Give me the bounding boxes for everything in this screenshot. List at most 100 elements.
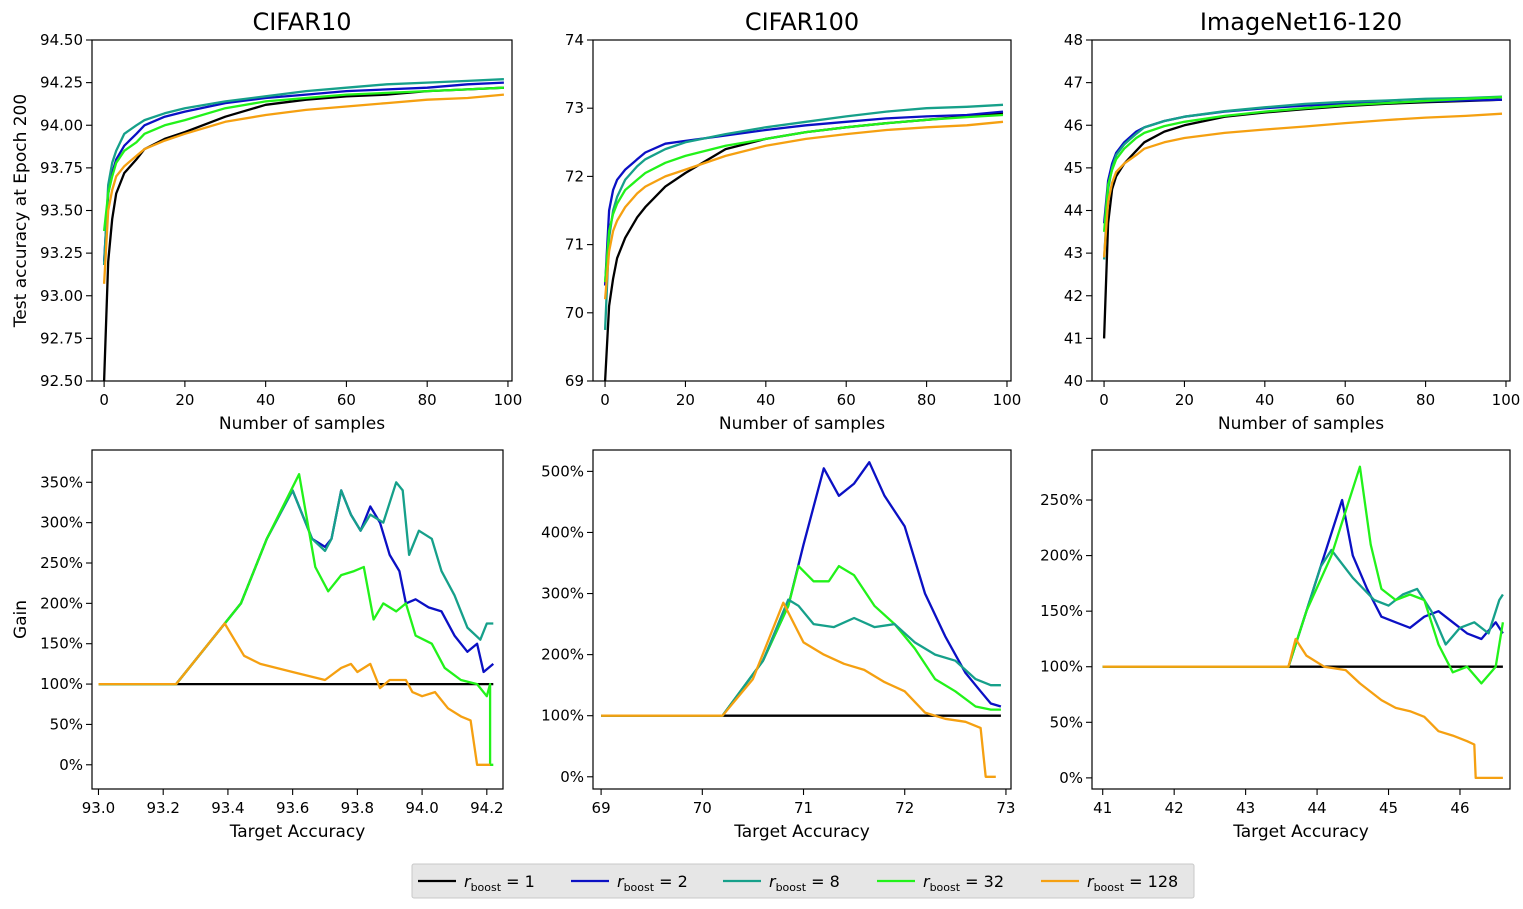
series-group bbox=[601, 461, 1002, 778]
y-tick-label: 71 bbox=[565, 236, 584, 254]
x-tick-label: 94.0 bbox=[405, 799, 438, 817]
legend-item: rboost = 32 bbox=[877, 872, 1004, 894]
y-tick-label: 41 bbox=[1064, 329, 1083, 347]
x-tick-label: 20 bbox=[175, 391, 194, 409]
y-tick-label: 47 bbox=[1064, 74, 1083, 92]
series-line-r-boost-2 bbox=[1102, 98, 1503, 224]
series-line-r-boost-128 bbox=[601, 601, 996, 778]
panel-cifar10-gain: 93.0 93.2 93.4 93.6 93.8 94.0 94.2 0% 50% 100% 150… bbox=[11, 449, 504, 842]
y-axis-label: Gain bbox=[11, 600, 31, 639]
y-tick-label: 94.50 bbox=[40, 31, 83, 49]
x-axis-label: Number of samples bbox=[1218, 414, 1384, 434]
axes-frame bbox=[592, 39, 1012, 382]
x-tick-label: 72 bbox=[895, 799, 914, 817]
x-axis-label: Target Accuracy bbox=[733, 822, 870, 842]
x-tick-label: 41 bbox=[1093, 799, 1112, 817]
series-line-r-boost-8 bbox=[601, 598, 1001, 717]
series-group bbox=[1102, 95, 1503, 339]
y-tick-label: 200% bbox=[40, 594, 83, 612]
legend-item: rboost = 1 bbox=[418, 872, 535, 894]
x-tick-label: 71 bbox=[794, 799, 813, 817]
chart-title: CIFAR100 bbox=[745, 8, 859, 36]
panel-imagenet-gain: 41 42 43 44 45 46 0% 50% 100% 150% 200% 250% Target … bbox=[1040, 449, 1511, 842]
x-tick-label: 93.4 bbox=[211, 799, 244, 817]
y-tick-label: 73 bbox=[565, 99, 584, 117]
series-line-r-boost-8 bbox=[102, 78, 504, 266]
series-line-r-boost-128 bbox=[98, 622, 491, 766]
axes-frame bbox=[1091, 39, 1511, 382]
y-tick-label: 50% bbox=[1050, 713, 1083, 731]
series-line-r-boost-128 bbox=[603, 120, 1004, 300]
x-tick-label: 94.2 bbox=[470, 799, 503, 817]
series-line-r-boost-8 bbox=[1102, 548, 1504, 668]
chart-title: CIFAR10 bbox=[252, 8, 351, 36]
y-tick-label: 48 bbox=[1064, 31, 1083, 49]
y-tick-label: 93.75 bbox=[40, 159, 83, 177]
legend-label: rboost = 2 bbox=[617, 872, 688, 894]
y-axis-label: Test accuracy at Epoch 200 bbox=[11, 94, 31, 328]
y-tick-label: 100% bbox=[40, 675, 83, 693]
y-tick-label: 0% bbox=[560, 768, 584, 786]
series-group bbox=[102, 78, 505, 381]
legend-label: rboost = 128 bbox=[1087, 872, 1178, 894]
x-tick-label: 44 bbox=[1308, 799, 1327, 817]
series-line-r-boost-8 bbox=[98, 481, 494, 686]
x-tick-label: 80 bbox=[418, 391, 437, 409]
series-line-r-boost-1 bbox=[1102, 98, 1503, 339]
x-tick-label: 80 bbox=[1416, 391, 1435, 409]
x-tick-label: 80 bbox=[917, 391, 936, 409]
panel-cifar100-accuracy: 0 20 40 60 80 100 69 70 71 72 73 74 CIFAR100 Number o… bbox=[565, 8, 1021, 434]
x-tick-label: 100 bbox=[494, 391, 523, 409]
y-tick-label: 43 bbox=[1064, 244, 1083, 262]
y-tick-label: 250% bbox=[1040, 491, 1083, 509]
legend-item: rboost = 128 bbox=[1041, 872, 1178, 894]
y-tick-label: 200% bbox=[1040, 547, 1083, 565]
x-tick-label: 100 bbox=[1492, 391, 1521, 409]
y-tick-label: 44 bbox=[1064, 202, 1083, 220]
y-tick-label: 93.50 bbox=[40, 202, 83, 220]
legend-item: rboost = 8 bbox=[723, 872, 840, 894]
y-tick-label: 72 bbox=[565, 167, 584, 185]
series-line-r-boost-128 bbox=[1102, 112, 1503, 258]
x-tick-label: 69 bbox=[592, 799, 611, 817]
x-tick-label: 93.2 bbox=[146, 799, 179, 817]
axes-frame bbox=[91, 449, 504, 790]
x-tick-label: 0 bbox=[600, 391, 610, 409]
y-tick-label: 94.25 bbox=[40, 74, 83, 92]
series-line-r-boost-128 bbox=[1102, 637, 1503, 780]
series-line-r-boost-2 bbox=[601, 461, 1002, 717]
y-tick-label: 0% bbox=[59, 756, 83, 774]
x-tick-label: 20 bbox=[1175, 391, 1194, 409]
legend-box bbox=[411, 863, 1195, 899]
series-line-r-boost-1 bbox=[603, 112, 1004, 381]
x-tick-label: 93.8 bbox=[341, 799, 374, 817]
x-tick-label: 40 bbox=[756, 391, 775, 409]
series-group bbox=[1102, 465, 1505, 780]
series-line-r-boost-32 bbox=[1102, 95, 1503, 232]
series-line-r-boost-2 bbox=[603, 110, 1004, 286]
series-line-r-boost-32 bbox=[102, 86, 504, 232]
x-tick-label: 40 bbox=[1255, 391, 1274, 409]
y-tick-label: 0% bbox=[1059, 769, 1083, 787]
x-tick-label: 60 bbox=[837, 391, 856, 409]
x-axis-label: Number of samples bbox=[219, 414, 385, 434]
series-group bbox=[603, 103, 1004, 381]
panel-cifar10-accuracy: 0 20 40 60 80 100 92.50 92.75 93.00 93.25 93.50 93.… bbox=[11, 8, 522, 434]
legend: rboost = 1 rboost = 2 rboost = 8 rboost = 3… bbox=[411, 863, 1195, 899]
y-tick-label: 94.00 bbox=[40, 116, 83, 134]
x-tick-label: 20 bbox=[676, 391, 695, 409]
series-line-r-boost-32 bbox=[98, 473, 494, 766]
x-tick-label: 45 bbox=[1379, 799, 1398, 817]
legend-label: rboost = 32 bbox=[923, 872, 1004, 894]
axes-frame bbox=[592, 449, 1012, 790]
y-tick-label: 300% bbox=[40, 514, 83, 532]
y-tick-label: 42 bbox=[1064, 287, 1083, 305]
x-axis-label: Target Accuracy bbox=[229, 822, 366, 842]
y-tick-label: 150% bbox=[1040, 602, 1083, 620]
series-line-r-boost-2 bbox=[98, 489, 495, 686]
x-tick-label: 42 bbox=[1165, 799, 1184, 817]
y-tick-label: 93.25 bbox=[40, 244, 83, 262]
y-tick-label: 93.00 bbox=[40, 287, 83, 305]
series-line-r-boost-1 bbox=[102, 86, 504, 381]
x-axis-label: Number of samples bbox=[719, 414, 885, 434]
